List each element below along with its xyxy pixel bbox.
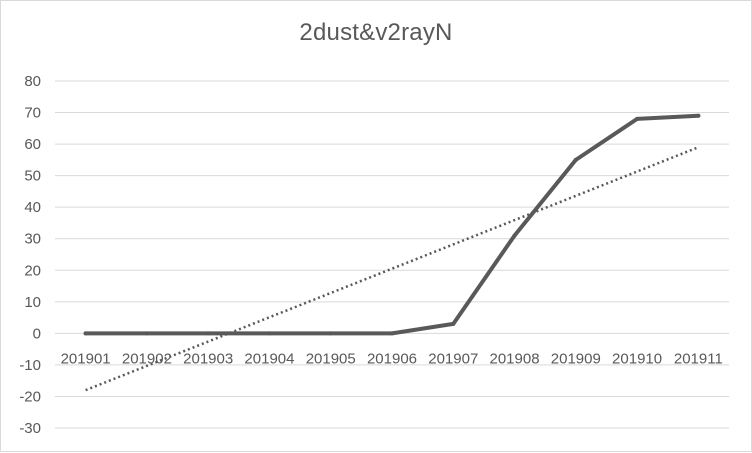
y-tick-label: -30	[19, 420, 41, 437]
x-tick-label: 201908	[490, 350, 540, 367]
data-point	[267, 331, 272, 336]
data-point	[206, 331, 211, 336]
x-tick-label: 201904	[244, 350, 294, 367]
x-tick-label: 201909	[551, 350, 601, 367]
y-tick-label: 60	[24, 136, 41, 153]
y-tick-label: -20	[19, 388, 41, 405]
y-tick-label: 70	[24, 105, 41, 122]
x-tick-label: 201910	[612, 350, 662, 367]
y-tick-label: 40	[24, 199, 41, 216]
chart-title: 2dust&v2rayN	[299, 19, 453, 46]
y-tick-label: -10	[19, 357, 41, 374]
y-tick-label: 20	[24, 262, 41, 279]
data-point	[328, 331, 333, 336]
y-tick-label: 80	[24, 73, 41, 90]
x-tick-label: 201902	[122, 350, 172, 367]
data-point	[573, 157, 578, 162]
x-tick-label: 201903	[183, 350, 233, 367]
data-point	[451, 321, 456, 326]
series-line	[83, 113, 701, 336]
y-tick-label: 50	[24, 168, 41, 185]
y-tick-label: 10	[24, 294, 41, 311]
x-tick-label: 201905	[306, 350, 356, 367]
data-point	[512, 233, 517, 238]
y-tick-label: 0	[33, 325, 41, 342]
x-tick-label: 201901	[61, 350, 111, 367]
data-point	[390, 331, 394, 336]
x-tick-label: 201907	[428, 350, 478, 367]
data-point	[83, 331, 88, 336]
y-tick-label: 30	[24, 231, 41, 248]
data-point	[635, 116, 640, 121]
data-point	[144, 331, 149, 336]
x-tick-label: 201906	[367, 350, 417, 367]
x-tick-label: 201911	[674, 350, 723, 367]
data-point	[696, 113, 701, 118]
